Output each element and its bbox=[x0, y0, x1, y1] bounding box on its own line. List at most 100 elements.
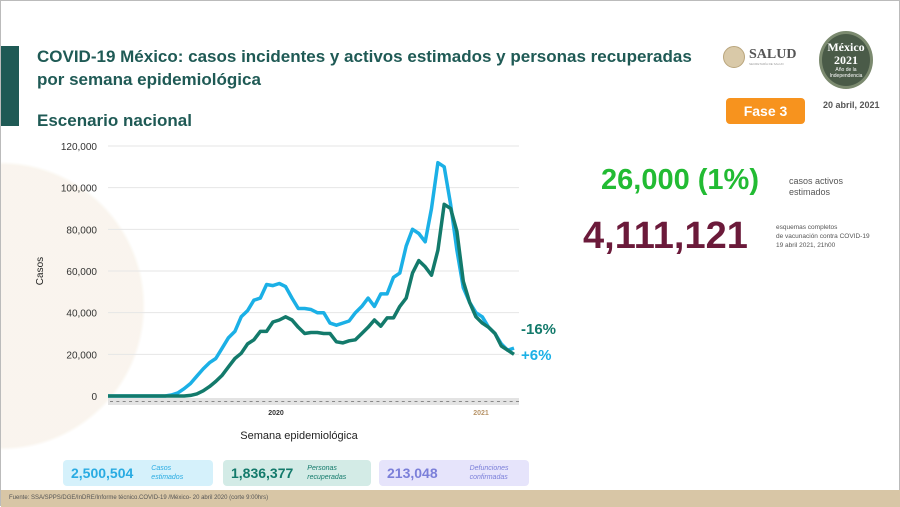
active-cases-value: 26,000 (1%) bbox=[601, 164, 759, 196]
y-tick-label: 60,000 bbox=[66, 267, 97, 278]
logo-2021-text: México 2021 bbox=[827, 40, 865, 67]
x-tick-mark bbox=[173, 401, 177, 402]
x-tick-mark bbox=[433, 401, 437, 402]
x-tick-mark bbox=[439, 401, 443, 402]
x-tick-mark bbox=[192, 401, 196, 402]
x-tick-mark bbox=[224, 401, 228, 402]
x-tick-mark bbox=[148, 401, 152, 402]
seal-icon bbox=[723, 46, 745, 68]
x-tick-mark bbox=[205, 401, 209, 402]
year-label: 2020 bbox=[268, 410, 284, 417]
summary-value: 2,500,504 bbox=[71, 465, 134, 481]
summary-label: Casos estimados bbox=[151, 465, 184, 481]
x-tick-mark bbox=[281, 401, 285, 402]
x-tick-mark bbox=[198, 401, 202, 402]
series-line bbox=[108, 160, 515, 398]
vaccination-value: 4,111,121 bbox=[583, 215, 748, 257]
mexico-2021-logo: México 2021 Año de la Independencia bbox=[819, 31, 873, 89]
x-tick-mark bbox=[319, 401, 323, 402]
x-tick-mark bbox=[401, 401, 405, 402]
x-tick-mark bbox=[395, 401, 399, 402]
summary-recovered: 1,836,377 Personas recuperadas bbox=[223, 460, 371, 486]
x-tick-mark bbox=[249, 401, 253, 402]
x-tick-mark bbox=[300, 401, 304, 402]
x-tick-mark bbox=[230, 401, 234, 402]
salud-logo: SALUD SECRETARÍA DE SALUD bbox=[723, 46, 796, 68]
x-tick-mark bbox=[471, 401, 475, 402]
x-tick-mark bbox=[179, 401, 183, 402]
y-tick-label: 20,000 bbox=[66, 350, 97, 361]
x-tick-mark bbox=[154, 401, 158, 402]
report-date: 20 abril, 2021 bbox=[823, 100, 880, 110]
x-tick-mark bbox=[503, 401, 507, 402]
active-cases-label: casos activos estimados bbox=[789, 176, 844, 197]
page-subtitle: Escenario nacional bbox=[37, 111, 192, 130]
vaccination-label-line: esquemas completos bbox=[776, 224, 838, 231]
x-tick-mark bbox=[516, 401, 519, 402]
x-tick-mark bbox=[490, 401, 494, 402]
x-tick-mark bbox=[268, 401, 272, 402]
x-tick-mark bbox=[351, 401, 355, 402]
x-tick-mark bbox=[344, 401, 348, 402]
y-axis-title: Casos bbox=[35, 257, 46, 285]
x-tick-mark bbox=[116, 401, 120, 402]
salud-logo-subtext: SECRETARÍA DE SALUD bbox=[749, 62, 784, 66]
x-tick-mark bbox=[408, 401, 412, 402]
x-axis-title: Semana epidemiológica bbox=[240, 430, 358, 442]
x-tick-mark bbox=[332, 401, 336, 402]
x-tick-mark bbox=[186, 401, 190, 402]
y-tick-label: 100,000 bbox=[61, 184, 98, 195]
x-tick-mark bbox=[496, 401, 500, 402]
x-tick-mark bbox=[236, 401, 240, 402]
line-chart: 0 20,000 40,000 60,000 80,000 100,000 120,000 2… bbox=[35, 142, 556, 442]
summary-label: Defunciones confirmadas bbox=[469, 465, 509, 481]
x-tick-mark bbox=[376, 401, 380, 402]
year-label: 2021 bbox=[473, 410, 489, 417]
summary-value: 213,048 bbox=[387, 465, 438, 481]
x-tick-mark bbox=[274, 401, 278, 402]
x-tick-mark bbox=[255, 401, 259, 402]
x-tick-mark bbox=[363, 401, 367, 402]
x-tick-mark bbox=[414, 401, 418, 402]
x-tick-mark bbox=[287, 401, 291, 402]
x-tick-mark bbox=[427, 401, 431, 402]
x-tick-mark bbox=[167, 401, 171, 402]
x-tick-mark bbox=[129, 401, 133, 402]
x-tick-mark bbox=[217, 401, 221, 402]
source-footer: Fuente: SSA/SPPS/DGE/InDRE/Informe técni… bbox=[1, 490, 900, 507]
x-tick-mark bbox=[389, 401, 393, 402]
vaccination-label-line: 19 abril 2021, 21h00 bbox=[776, 242, 836, 249]
x-tick-mark bbox=[211, 401, 215, 402]
x-tick-mark bbox=[370, 401, 374, 402]
x-tick-mark bbox=[338, 401, 342, 402]
x-tick-mark bbox=[306, 401, 310, 402]
y-tick-label: 80,000 bbox=[66, 225, 97, 236]
x-tick-mark bbox=[313, 401, 316, 402]
x-tick-mark bbox=[141, 401, 145, 402]
x-tick-mark bbox=[446, 401, 450, 402]
y-tick-label: 120,000 bbox=[61, 142, 98, 153]
x-tick-mark bbox=[293, 401, 297, 402]
x-tick-mark bbox=[420, 401, 424, 402]
series-end-label: +6% bbox=[521, 347, 551, 364]
x-tick-mark bbox=[458, 401, 462, 402]
salud-logo-text: SALUD bbox=[749, 47, 797, 62]
y-tick-label: 40,000 bbox=[66, 309, 97, 320]
x-tick-mark bbox=[477, 401, 481, 402]
series-line bbox=[108, 202, 515, 398]
x-tick-mark bbox=[243, 401, 247, 402]
x-tick-mark bbox=[110, 401, 113, 402]
page-title: COVID-19 México: casos incidentes y acti… bbox=[37, 47, 692, 89]
x-tick-mark bbox=[357, 401, 361, 402]
x-tick-mark bbox=[122, 401, 126, 402]
x-tick-mark bbox=[160, 401, 164, 402]
x-tick-mark bbox=[452, 401, 456, 402]
summary-deaths: 213,048 Defunciones confirmadas bbox=[379, 460, 529, 486]
y-tick-label: 0 bbox=[91, 392, 97, 403]
x-tick-mark bbox=[484, 401, 488, 402]
vaccination-label: esquemas completos de vacunación contra … bbox=[776, 223, 896, 250]
accent-bar bbox=[1, 46, 19, 126]
vaccination-label-line: de vacunación contra COVID-19 bbox=[776, 233, 870, 240]
x-tick-mark bbox=[262, 401, 266, 402]
